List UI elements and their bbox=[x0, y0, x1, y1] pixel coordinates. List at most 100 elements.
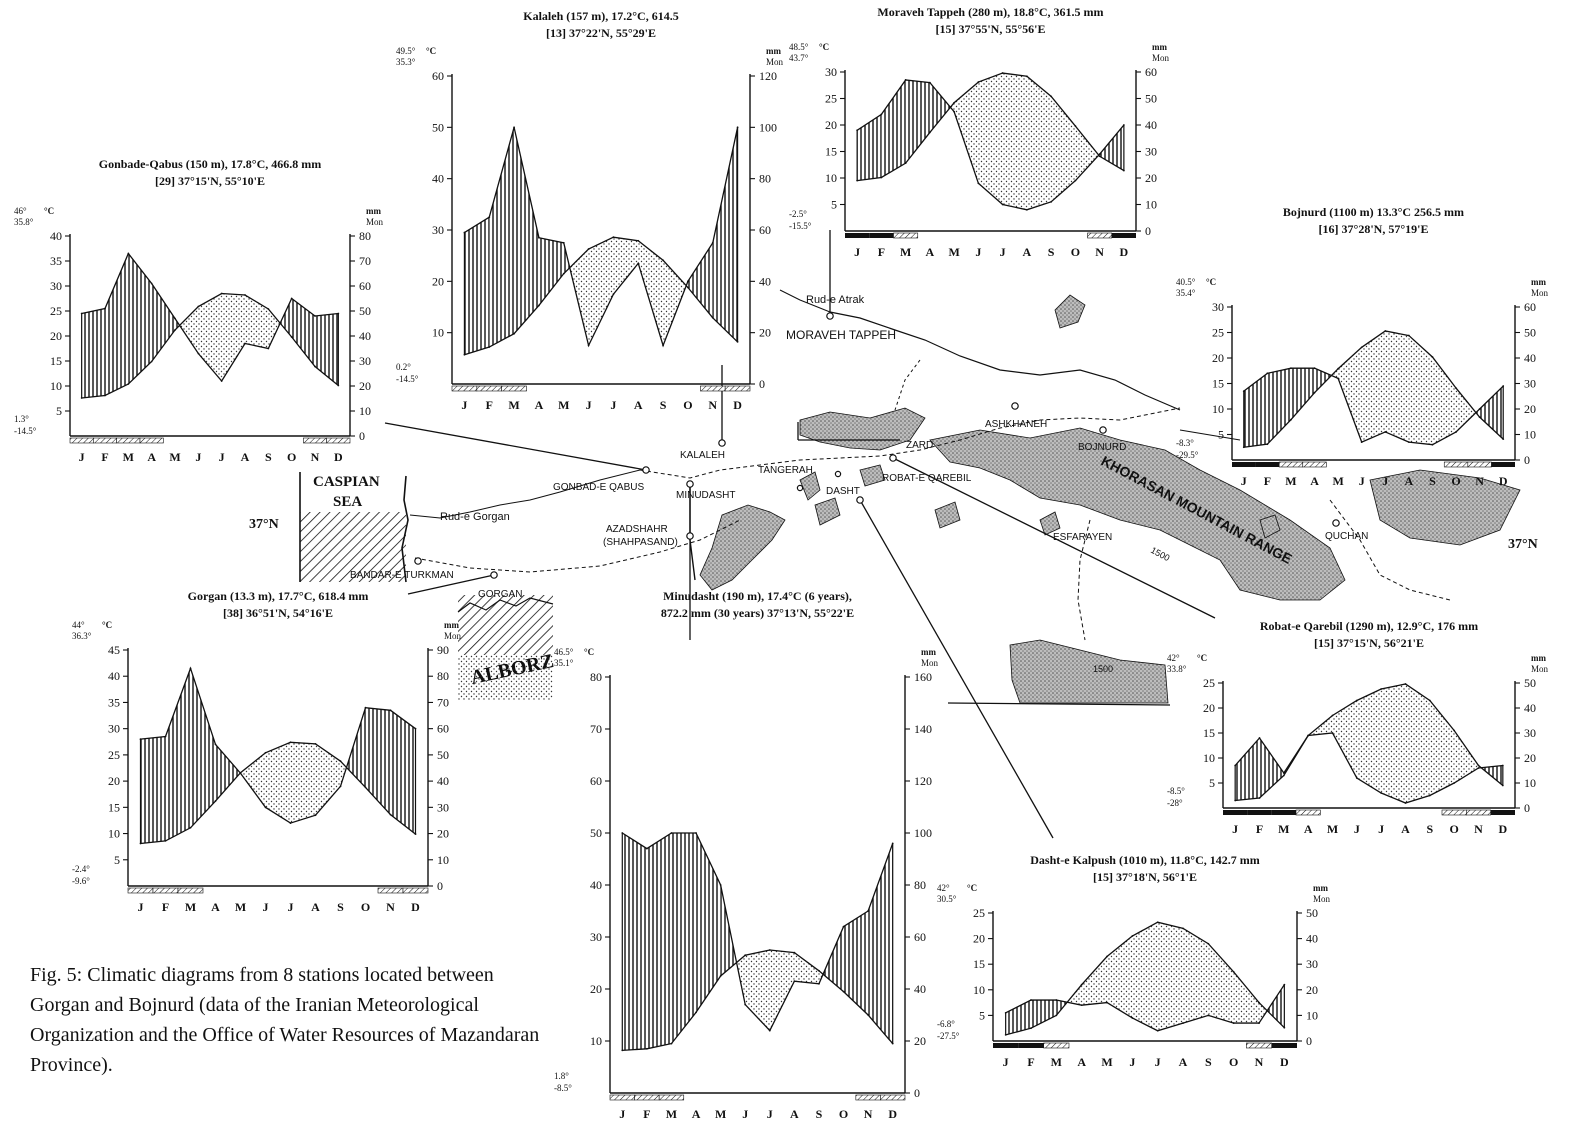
mean-min-coldest: -8.5° bbox=[1167, 786, 1185, 796]
prec-point-J bbox=[977, 182, 980, 185]
prec-tick-label: 40 bbox=[759, 274, 771, 288]
prec-point-D bbox=[1501, 764, 1504, 767]
prec-point-J bbox=[612, 293, 615, 296]
frost-possible-A bbox=[139, 437, 164, 444]
prec-point-O bbox=[842, 925, 845, 928]
prec-point-M bbox=[1055, 999, 1058, 1001]
month-label: N bbox=[1474, 822, 1483, 836]
month-label: N bbox=[311, 450, 320, 464]
prec-point-N bbox=[711, 241, 714, 244]
chart-title: Gorgan (13.3 m), 17.7°C, 618.4 mm bbox=[188, 589, 369, 603]
temp-point-J bbox=[463, 353, 466, 356]
latitude-label-right: 37°N bbox=[1508, 537, 1538, 552]
humid-period-fill bbox=[315, 313, 339, 386]
prec-tick-label: 90 bbox=[437, 643, 449, 657]
prec-tick-label: 20 bbox=[1524, 751, 1536, 765]
prec-month-label: Mon bbox=[444, 631, 462, 641]
month-label: F bbox=[1256, 822, 1263, 836]
abs-max-temp: 48.5° bbox=[789, 42, 809, 52]
frost-possible-M bbox=[1278, 461, 1304, 468]
prec-point-J bbox=[1355, 777, 1358, 779]
chart-subtitle: [16] 37°28'N, 57°19'E bbox=[1319, 222, 1429, 236]
month-label: J bbox=[1354, 822, 1360, 836]
arid-period-fill bbox=[1183, 928, 1209, 1024]
prec-tick-label: 160 bbox=[914, 670, 932, 684]
abs-min-temp: -29.5° bbox=[1176, 450, 1199, 460]
frost-possible-A bbox=[1295, 809, 1321, 816]
frost-possible-O bbox=[1443, 461, 1469, 468]
prec-tick-label: 50 bbox=[1306, 906, 1318, 920]
prec-point-A bbox=[928, 81, 931, 84]
humid-period-fill bbox=[538, 237, 564, 306]
temp-point-F bbox=[1266, 443, 1269, 446]
prec-tick-label: 80 bbox=[359, 229, 371, 243]
temp-point-J bbox=[1380, 688, 1383, 690]
month-label: S bbox=[1048, 245, 1055, 259]
climate-diagram-dasht: Dasht-e Kalpush (1010 m), 11.8°C, 142.7 … bbox=[937, 853, 1331, 1069]
prec-tick-label: 10 bbox=[359, 404, 371, 418]
temp-tick-label: 15 bbox=[108, 800, 120, 814]
temp-point-O bbox=[842, 990, 845, 993]
temp-point-A bbox=[244, 294, 246, 296]
map-label-ashkhaneh: ASHKHANEH bbox=[985, 419, 1047, 430]
humid-period-fill bbox=[280, 298, 292, 337]
temp-point-M bbox=[1331, 714, 1334, 717]
prec-tick-label: 0 bbox=[1524, 801, 1530, 815]
humid-period-fill bbox=[1005, 1000, 1031, 1035]
temp-point-D bbox=[1122, 169, 1125, 172]
prec-tick-label: 60 bbox=[914, 930, 926, 944]
month-label: D bbox=[1120, 245, 1129, 259]
arid-period-fill bbox=[1381, 684, 1406, 803]
month-label: O bbox=[839, 1107, 848, 1121]
prec-point-J bbox=[1234, 764, 1237, 767]
temp-tick-label: 30 bbox=[825, 65, 837, 79]
frost-sure-F bbox=[1018, 1043, 1044, 1048]
month-label: M bbox=[1051, 1055, 1062, 1069]
prec-point-O bbox=[1074, 179, 1077, 182]
frost-possible-M bbox=[116, 437, 141, 444]
temp-point-S bbox=[1050, 95, 1053, 98]
arid-period-fill bbox=[954, 82, 979, 184]
chart-subtitle: [15] 37°55'N, 55°56'E bbox=[936, 22, 1046, 36]
prec-tick-label: 140 bbox=[914, 722, 932, 736]
temp-point-A bbox=[637, 239, 640, 242]
temp-tick-label: 25 bbox=[825, 92, 837, 106]
temp-tick-label: 30 bbox=[590, 930, 602, 944]
prec-tick-label: 70 bbox=[359, 254, 371, 268]
temp-tick-label: 5 bbox=[979, 1008, 985, 1022]
temp-tick-label: 35 bbox=[50, 254, 62, 268]
arid-period-fill bbox=[613, 237, 639, 295]
prec-tick-label: 0 bbox=[1524, 453, 1530, 467]
prec-point-D bbox=[1283, 983, 1286, 986]
frost-sure-D bbox=[1490, 810, 1515, 815]
temp-point-D bbox=[1283, 1026, 1286, 1029]
temp-tick-label: 50 bbox=[432, 120, 444, 134]
arid-period-fill bbox=[1002, 73, 1027, 210]
figure-caption: Fig. 5: Climatic diagrams from 8 station… bbox=[30, 964, 540, 1076]
temp-point-J bbox=[977, 81, 980, 83]
abs-max-temp: 49.5° bbox=[396, 46, 416, 56]
month-label: A bbox=[1179, 1055, 1188, 1069]
temp-point-D bbox=[1502, 438, 1505, 440]
chart-subtitle: [38] 36°51'N, 54°16'E bbox=[223, 606, 333, 620]
month-label: O bbox=[287, 450, 296, 464]
humid-period-fill bbox=[823, 926, 844, 992]
frost-possible-N bbox=[855, 1094, 881, 1101]
month-label: J bbox=[288, 900, 294, 914]
month-label: S bbox=[1205, 1055, 1212, 1069]
humid-period-fill bbox=[215, 744, 241, 802]
temp-tick-label: 25 bbox=[1203, 676, 1215, 690]
prec-tick-label: 40 bbox=[1524, 351, 1536, 365]
temp-point-F bbox=[164, 839, 167, 842]
arid-period-fill bbox=[588, 237, 614, 346]
temp-tick-label: 20 bbox=[825, 118, 837, 132]
precipitation-curve bbox=[1005, 984, 1285, 1032]
map-lines bbox=[409, 289, 1451, 706]
temp-point-M bbox=[1337, 367, 1340, 370]
arid-period-fill bbox=[1233, 971, 1259, 1024]
prec-point-M bbox=[189, 667, 192, 670]
chart-subtitle: [15] 37°15'N, 56°21'E bbox=[1314, 636, 1424, 650]
temp-point-S bbox=[1428, 699, 1431, 702]
month-label: M bbox=[1327, 822, 1338, 836]
prec-point-N bbox=[1258, 1022, 1260, 1024]
